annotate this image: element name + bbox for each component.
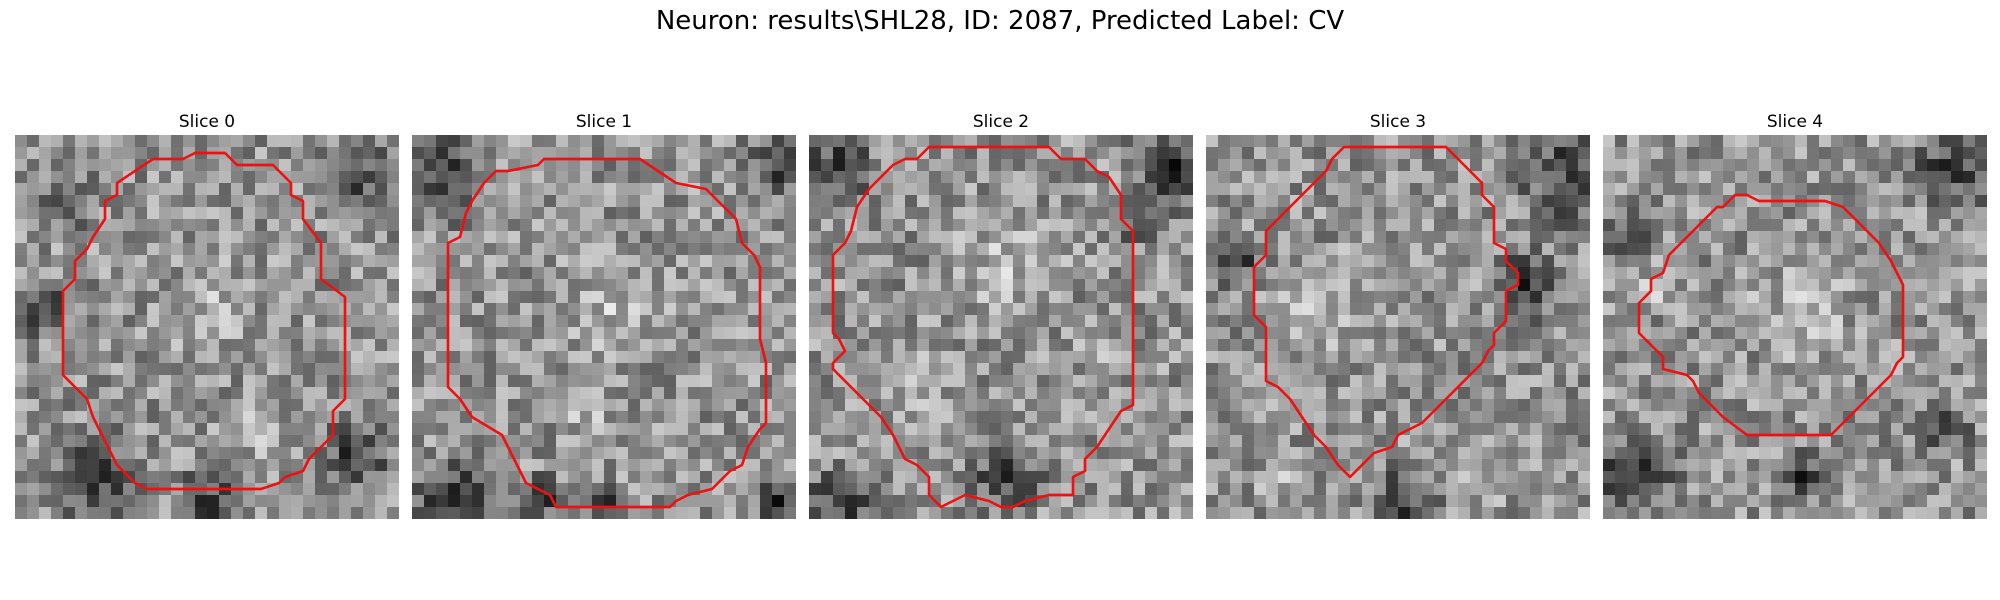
slice-title: Slice 1	[575, 112, 633, 132]
roi-contour	[831, 145, 1135, 509]
roi-contour	[1637, 193, 1905, 437]
slice-title: Slice 3	[1369, 112, 1427, 132]
slice-title: Slice 2	[972, 112, 1030, 132]
slice-panel-0: Slice 0	[15, 110, 399, 519]
slice-image	[412, 135, 796, 519]
slice-title: Slice 0	[178, 112, 236, 132]
pixel-texture	[1603, 135, 1987, 519]
pixel-texture	[15, 135, 399, 519]
figure-title: Neuron: results\SHL28, ID: 2087, Predict…	[655, 6, 1345, 36]
pixel-texture	[809, 135, 1193, 519]
slice-image	[15, 135, 399, 519]
slice-panel-3: Slice 3	[1206, 110, 1590, 519]
slice-panel-4: Slice 4	[1603, 110, 1987, 519]
pixel-texture	[1206, 135, 1590, 519]
roi-contour	[1252, 145, 1520, 479]
slice-image	[1603, 135, 1987, 519]
slice-image	[1206, 135, 1590, 519]
slice-image	[809, 135, 1193, 519]
roi-contour	[446, 157, 768, 509]
pixel-texture	[412, 135, 796, 519]
roi-contour	[61, 151, 347, 491]
slice-title: Slice 4	[1766, 112, 1824, 132]
slice-panel-1: Slice 1	[412, 110, 796, 519]
slice-panel-2: Slice 2	[809, 110, 1193, 519]
